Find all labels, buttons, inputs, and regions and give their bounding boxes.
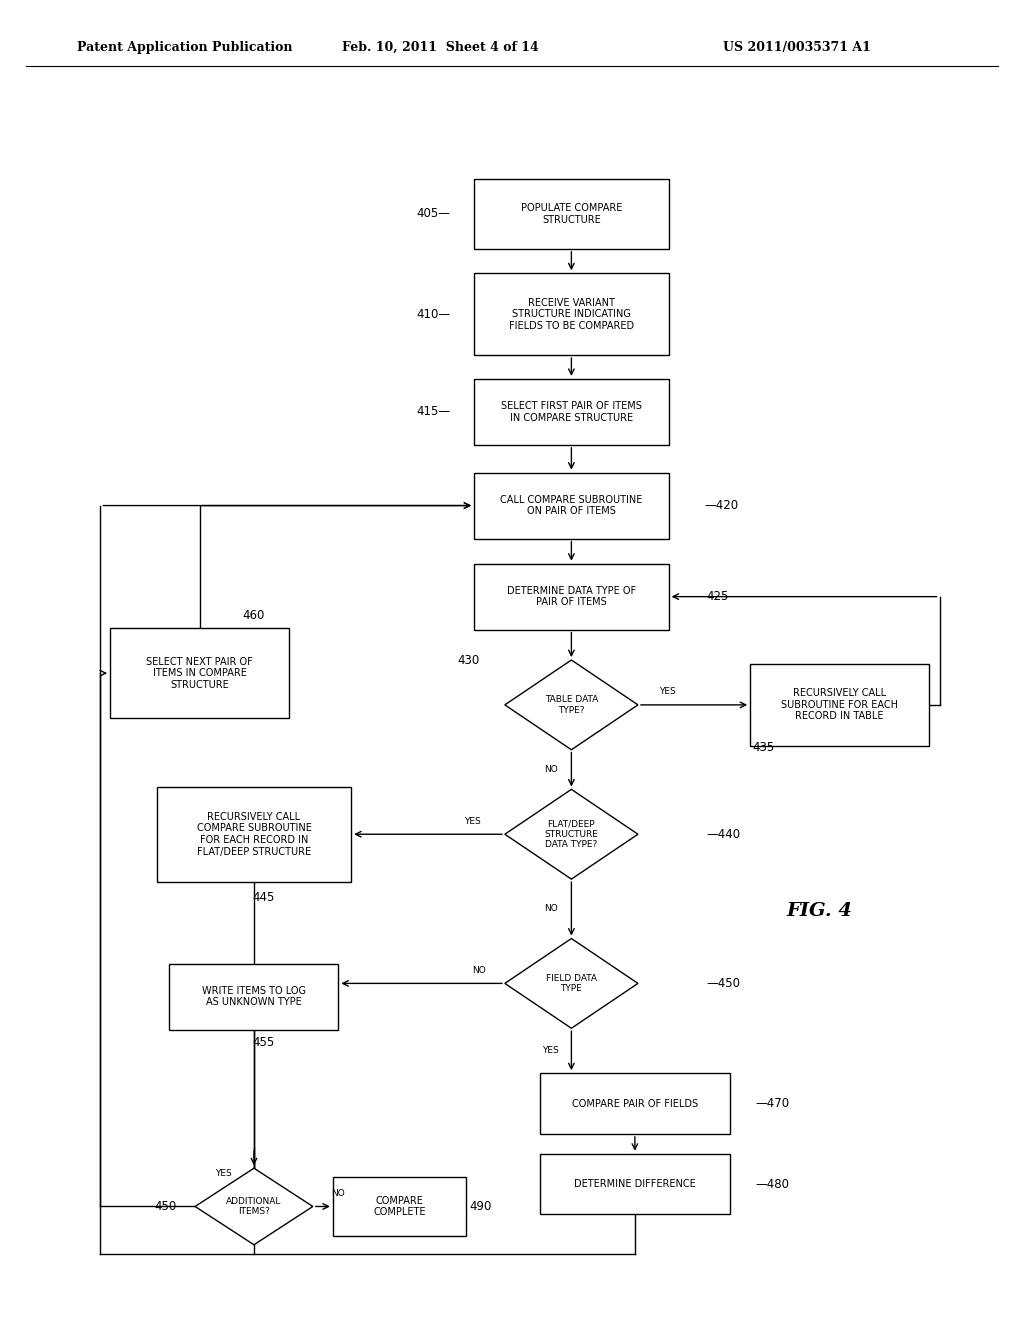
FancyBboxPatch shape [541, 1154, 729, 1214]
FancyBboxPatch shape [474, 178, 669, 248]
Polygon shape [505, 660, 638, 750]
Text: 405—: 405— [417, 207, 451, 220]
Text: 410—: 410— [417, 308, 451, 321]
Text: 415—: 415— [417, 405, 451, 418]
Text: US 2011/0035371 A1: US 2011/0035371 A1 [723, 41, 870, 54]
Text: FLAT/DEEP
STRUCTURE
DATA TYPE?: FLAT/DEEP STRUCTURE DATA TYPE? [545, 820, 598, 849]
Text: SELECT FIRST PAIR OF ITEMS
IN COMPARE STRUCTURE: SELECT FIRST PAIR OF ITEMS IN COMPARE ST… [501, 401, 642, 422]
FancyBboxPatch shape [541, 1073, 729, 1134]
Text: Feb. 10, 2011  Sheet 4 of 14: Feb. 10, 2011 Sheet 4 of 14 [342, 41, 539, 54]
Text: 425: 425 [707, 590, 729, 603]
Text: ADDITIONAL
ITEMS?: ADDITIONAL ITEMS? [226, 1197, 282, 1216]
Text: FIELD DATA
TYPE: FIELD DATA TYPE [546, 974, 597, 993]
FancyBboxPatch shape [474, 473, 669, 539]
Text: 450: 450 [154, 1200, 176, 1213]
Text: FIG. 4: FIG. 4 [786, 902, 852, 920]
Text: COMPARE PAIR OF FIELDS: COMPARE PAIR OF FIELDS [571, 1098, 698, 1109]
FancyBboxPatch shape [333, 1177, 466, 1236]
Text: RECEIVE VARIANT
STRUCTURE INDICATING
FIELDS TO BE COMPARED: RECEIVE VARIANT STRUCTURE INDICATING FIE… [509, 297, 634, 331]
FancyBboxPatch shape [750, 664, 930, 746]
Text: 455: 455 [252, 1036, 274, 1049]
Text: YES: YES [659, 688, 676, 696]
FancyBboxPatch shape [474, 273, 669, 355]
Text: RECURSIVELY CALL
SUBROUTINE FOR EACH
RECORD IN TABLE: RECURSIVELY CALL SUBROUTINE FOR EACH REC… [781, 688, 898, 722]
Text: Patent Application Publication: Patent Application Publication [77, 41, 292, 54]
Text: —470: —470 [756, 1097, 790, 1110]
Text: —480: —480 [756, 1177, 790, 1191]
Text: 445: 445 [252, 891, 274, 904]
Text: CALL COMPARE SUBROUTINE
ON PAIR OF ITEMS: CALL COMPARE SUBROUTINE ON PAIR OF ITEMS [500, 495, 643, 516]
Text: POPULATE COMPARE
STRUCTURE: POPULATE COMPARE STRUCTURE [521, 203, 622, 224]
Text: —440: —440 [707, 828, 740, 841]
Polygon shape [505, 789, 638, 879]
Text: DETERMINE DIFFERENCE: DETERMINE DIFFERENCE [574, 1179, 695, 1189]
FancyBboxPatch shape [157, 787, 351, 882]
Text: DETERMINE DATA TYPE OF
PAIR OF ITEMS: DETERMINE DATA TYPE OF PAIR OF ITEMS [507, 586, 636, 607]
Text: YES: YES [464, 817, 480, 825]
Text: TABLE DATA
TYPE?: TABLE DATA TYPE? [545, 696, 598, 714]
Text: 490: 490 [469, 1200, 492, 1213]
Text: —450: —450 [707, 977, 740, 990]
Text: NO: NO [472, 966, 486, 974]
Text: 430: 430 [457, 653, 479, 667]
Text: YES: YES [543, 1047, 559, 1055]
Text: 435: 435 [753, 741, 775, 754]
Text: —420: —420 [705, 499, 738, 512]
Text: WRITE ITEMS TO LOG
AS UNKNOWN TYPE: WRITE ITEMS TO LOG AS UNKNOWN TYPE [202, 986, 306, 1007]
FancyBboxPatch shape [474, 564, 669, 630]
Polygon shape [505, 939, 638, 1028]
Text: RECURSIVELY CALL
COMPARE SUBROUTINE
FOR EACH RECORD IN
FLAT/DEEP STRUCTURE: RECURSIVELY CALL COMPARE SUBROUTINE FOR … [197, 812, 311, 857]
FancyBboxPatch shape [169, 964, 338, 1030]
Text: NO: NO [544, 766, 558, 774]
Text: NO: NO [332, 1189, 345, 1197]
Polygon shape [195, 1168, 313, 1245]
FancyBboxPatch shape [474, 379, 669, 445]
FancyBboxPatch shape [111, 628, 289, 718]
Text: YES: YES [215, 1170, 231, 1177]
Text: NO: NO [544, 904, 558, 913]
Text: COMPARE
COMPLETE: COMPARE COMPLETE [373, 1196, 426, 1217]
Text: 460: 460 [243, 609, 265, 622]
Text: SELECT NEXT PAIR OF
ITEMS IN COMPARE
STRUCTURE: SELECT NEXT PAIR OF ITEMS IN COMPARE STR… [146, 656, 253, 690]
